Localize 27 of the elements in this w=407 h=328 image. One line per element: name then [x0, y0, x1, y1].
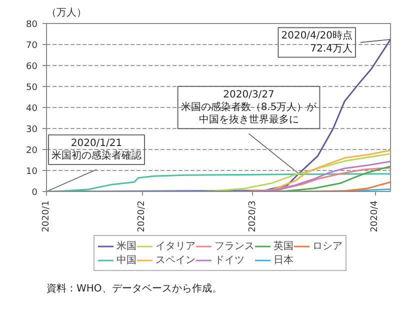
y-tick-label: 20 — [26, 146, 38, 156]
x-tick-label: 2020/3 — [248, 200, 258, 232]
legend-label: 米国 — [116, 240, 136, 253]
text: 資料：WHO、データベースから作成。 — [46, 282, 222, 294]
legend-label: イタリア — [156, 240, 196, 253]
y-tick-label: 80 — [26, 20, 38, 30]
legend-label: 英国 — [274, 240, 294, 253]
y-tick-label: 10 — [26, 167, 38, 177]
y-tick-label: 40 — [26, 104, 38, 114]
annotation: 2020/3/27 米国の感染者数（8.5万人）が中国を抜き世界最多に — [180, 89, 318, 126]
legend-label: 中国 — [116, 254, 136, 267]
x-tick-label: 2020/2 — [137, 200, 148, 232]
legend-label: スペイン — [156, 254, 196, 267]
y-tick-label: 70 — [26, 41, 38, 51]
legend-label: フランス — [214, 240, 254, 253]
x-tick-label: 2020/1 — [42, 200, 52, 232]
legend-label: ドイツ — [214, 254, 244, 267]
legend-label: 日本 — [274, 254, 294, 267]
annotation: 2020/1/21 米国初の感染者確認 — [52, 138, 142, 162]
legend-label: ロシア — [312, 240, 342, 253]
annotation: 2020/4/20時点 72.4万人 — [281, 30, 353, 54]
y-tick-label: 60 — [26, 62, 38, 72]
y-tick-label: 0 — [32, 188, 38, 198]
y-axis-title: （万人） — [46, 8, 86, 18]
y-tick-label: 50 — [26, 83, 38, 93]
y-tick-label: 30 — [26, 125, 38, 135]
x-tick-label: 2020/4 — [370, 200, 380, 232]
